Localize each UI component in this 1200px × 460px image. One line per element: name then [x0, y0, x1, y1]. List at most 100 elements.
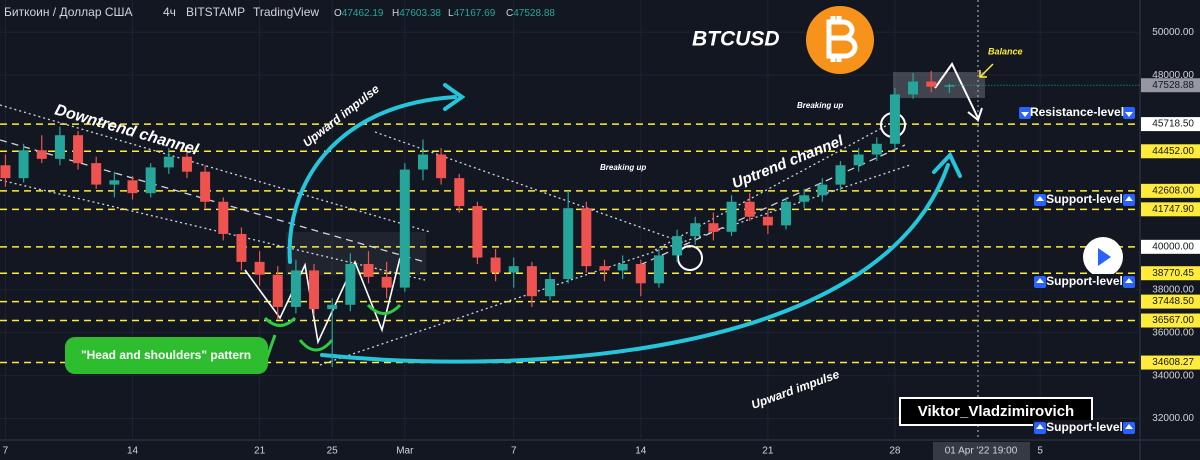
candle-body — [200, 171, 211, 202]
y-tick-label: 34000.00 — [1152, 370, 1194, 381]
candle-body — [254, 261, 265, 275]
level-price-label: 44452.00 — [1152, 146, 1194, 157]
impulse-arrow — [287, 95, 457, 264]
candle-body — [236, 233, 247, 262]
x-tick-label: Mar — [396, 446, 414, 457]
x-tick-label: 21 — [254, 446, 266, 457]
level-price-box — [1141, 266, 1200, 281]
level-price-box — [1141, 355, 1200, 370]
level-tag-label: Support-level — [1046, 274, 1123, 288]
x-tick-label: 5 — [1037, 446, 1043, 457]
candle-body — [272, 274, 283, 307]
candle-body — [18, 150, 29, 179]
last-price-box — [1141, 78, 1200, 93]
trend-line — [374, 131, 691, 246]
header-source: TradingView — [253, 5, 319, 19]
x-tick-label: 14 — [127, 446, 139, 457]
annotation: Breaking up — [600, 163, 646, 172]
trend-line — [319, 164, 911, 366]
candle-body — [417, 154, 428, 170]
candle-body — [36, 150, 47, 159]
candle-body — [781, 201, 792, 226]
level-price-box — [1141, 183, 1200, 198]
shoulder-mark — [366, 303, 402, 315]
level-price-box — [1141, 202, 1200, 217]
pattern-lines — [244, 257, 401, 345]
x-tick-label: 7 — [3, 446, 9, 457]
candle-body — [54, 135, 65, 159]
level-price-box — [1141, 144, 1200, 159]
ohlc-item: O47462.19 — [334, 8, 384, 19]
x-tick-label: 7 — [511, 446, 517, 457]
pattern-label: "Head and shoulders" pattern — [81, 348, 251, 362]
arrow-head — [443, 83, 466, 111]
level-price-label: 41747.90 — [1152, 204, 1194, 215]
level-tag-arrow — [1125, 196, 1133, 201]
candle-body — [908, 81, 919, 95]
impulse-arrows — [287, 83, 962, 364]
header-timeframe: 4ч — [163, 5, 176, 19]
trend-line — [0, 139, 426, 263]
x-tick-label: 28 — [889, 446, 901, 457]
candle-body — [363, 264, 374, 277]
ohlc-key: H — [392, 8, 399, 19]
candle-body — [672, 236, 683, 256]
balance-arrow — [979, 63, 994, 78]
level-price-box — [1141, 239, 1200, 254]
level-tag-arrow — [1036, 196, 1044, 201]
candle-body — [563, 208, 574, 280]
ohlc-key: O — [334, 8, 342, 19]
y-tick-label: 32000.00 — [1152, 413, 1194, 424]
candle-body — [109, 180, 120, 185]
y-tick-label: 48000.00 — [1152, 70, 1194, 81]
shoulders — [260, 303, 402, 373]
pattern-box — [65, 337, 268, 374]
candle-body — [635, 264, 646, 284]
candle-body — [454, 178, 465, 207]
level-tag-box — [1018, 105, 1136, 121]
candle-body — [708, 223, 719, 232]
candle-body — [944, 85, 955, 87]
candle-body — [599, 266, 610, 271]
candle-body — [744, 201, 755, 217]
level-tag-box — [1033, 274, 1136, 290]
author-label: Viktor_Vladzimirovich — [918, 403, 1074, 420]
candle-body — [91, 163, 102, 185]
last-price-label: 47528.88 — [1152, 80, 1194, 91]
ohlc-key: C — [506, 8, 513, 19]
candle-body — [163, 156, 174, 168]
ohlc-value: 47603.38 — [399, 8, 441, 19]
x-tick-label: 21 — [762, 446, 774, 457]
level-price-label: 37448.50 — [1152, 296, 1194, 307]
bitcoin-symbol — [826, 16, 858, 62]
candle-body — [799, 195, 810, 202]
level-tag-arrow — [1036, 424, 1044, 429]
level-price-label: 45718.50 — [1152, 119, 1194, 130]
level-tag-label: Support-level — [1046, 192, 1123, 206]
price-axis — [1140, 0, 1200, 460]
candle-body — [726, 201, 737, 232]
level-price-box — [1141, 313, 1200, 328]
candle-body — [181, 156, 192, 172]
candle-body — [762, 216, 773, 226]
candle-body — [545, 279, 556, 297]
level-price-box — [1141, 117, 1200, 132]
candle-body — [145, 167, 156, 194]
candle-body — [0, 165, 11, 179]
ohlc-key: L — [448, 8, 454, 19]
annotation: Breaking up — [797, 101, 843, 110]
level-price-label: 40000.00 — [1152, 241, 1194, 252]
cursor-label: 01 Apr '22 19:00 — [945, 446, 1018, 457]
impulse-arrow — [320, 163, 950, 364]
ohlc-value: 47528.88 — [513, 8, 555, 19]
chart-title: BTCUSD — [692, 28, 780, 51]
candle-body — [327, 304, 338, 310]
candle-body — [399, 169, 410, 288]
candle-body — [508, 266, 519, 273]
y-tick-label: 36000.00 — [1152, 327, 1194, 338]
candle-body — [926, 81, 937, 87]
shoulder-mark — [263, 316, 297, 327]
arrow-head — [932, 151, 962, 178]
y-tick-label: 38000.00 — [1152, 284, 1194, 295]
